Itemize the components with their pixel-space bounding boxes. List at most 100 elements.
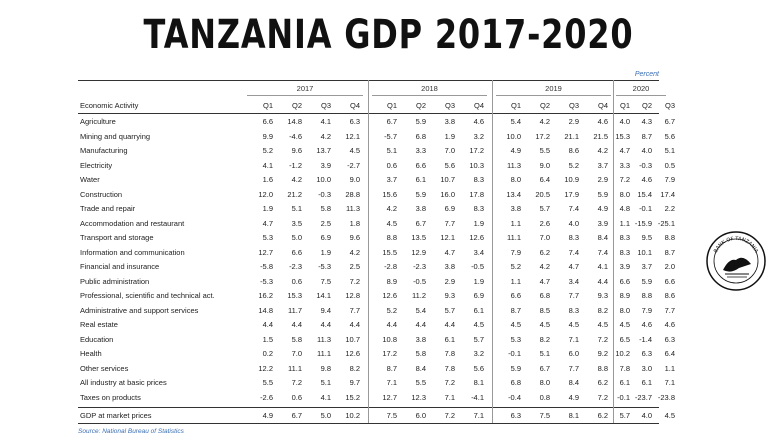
total-cell: 6.3 [510,411,521,420]
table-cell: -5.8 [260,262,273,271]
year-underline [247,95,363,96]
table-cell: 4.4 [320,320,331,329]
table-cell: -15.9 [634,218,652,228]
row-label: Administrative and support services [80,305,199,315]
row-label: Accommodation and restaurant [80,218,185,228]
table-cell: 7.2 [349,276,360,286]
table-cell: 4.1 [262,160,273,170]
table-cell: 7.7 [444,218,455,228]
row-label: Other services [80,363,129,373]
table-cell: 4.2 [291,175,302,184]
table-cell: 3.8 [444,262,455,271]
table-cell: 4.1 [320,117,331,126]
total-cell: 7.5 [386,411,397,420]
table-cell: 0.6 [291,276,302,286]
year-underline [372,95,487,96]
table-cell: -0.1 [639,204,652,213]
table-cell: 5.6 [664,131,675,141]
table-cell: 1.1 [664,363,675,373]
table-cell: 6.3 [349,117,360,126]
row-label: Professional, scientific and technical a… [80,291,215,300]
table-cell: -1.4 [639,334,652,344]
table-cell: 11.1 [287,363,302,373]
table-cell: 2.2 [664,204,675,213]
row-label: Financial and insurance [80,262,160,271]
quarter-header: Q1 [386,101,397,110]
table-cell: 3.9 [619,262,630,271]
table-cell: -1.2 [289,160,302,170]
table-cell: 7.0 [291,349,302,358]
table-cell: 5.6 [473,363,484,373]
table-cell: 2.5 [349,262,360,271]
table-cell: 8.4 [597,233,608,242]
table-cell: 8.0 [619,189,630,199]
table-cell: 4.5 [349,146,360,155]
table-cell: 8.3 [473,175,484,184]
table-cell: 5.2 [262,146,273,155]
table-cell: 28.8 [345,189,360,199]
table-cell: 9.9 [262,131,273,141]
total-cell: 6.7 [291,411,302,420]
table-cell: 6.6 [664,276,675,286]
table-cell: 0.6 [386,160,397,170]
table-cell: 7.8 [619,363,630,373]
table-cell: 6.8 [415,131,426,141]
table-cell: 6.6 [415,160,426,170]
row-header: Economic Activity [80,101,139,110]
quarter-header: Q1 [262,101,273,110]
table-cell: 21.1 [564,131,579,141]
table-cell: 0.8 [539,392,550,402]
table-cell: 3.8 [444,117,455,126]
table-cell: -0.5 [471,262,484,271]
table-cell: 7.1 [664,378,675,387]
table-cell: 7.2 [597,334,608,344]
table-cell: 8.4 [415,363,426,373]
table-cell: 5.1 [539,349,550,358]
table-cell: 4.5 [473,320,484,329]
table-cell: 4.4 [415,320,426,329]
table-cell: 3.3 [619,160,630,170]
table-cell: 12.6 [382,291,397,300]
table-cell: 4.0 [568,218,579,228]
table-cell: 12.8 [345,291,360,300]
table-cell: 6.2 [539,247,550,257]
table-cell: 8.8 [386,233,397,242]
table-cell: 4.6 [473,117,484,126]
table-cell: 6.6 [291,247,302,257]
table-cell: 7.2 [291,378,302,387]
table-cell: 7.9 [664,175,675,184]
table-cell: 0.6 [291,392,302,402]
table-cell: 11.1 [506,233,521,242]
table-cell: 9.7 [349,378,360,387]
table-cell: 7.9 [510,247,521,257]
table-cell: 1.8 [349,218,360,228]
table-cell: 8.5 [539,305,550,315]
table-cell: 6.1 [473,305,484,315]
table-cell: 11.3 [316,334,331,344]
table-cell: 2.9 [597,175,608,184]
quarter-header: Q4 [349,101,360,110]
row-label: Water [80,175,100,184]
table-cell: 4.9 [597,204,608,213]
row-label: Mining and quarrying [80,131,151,141]
total-cell: 10.2 [345,411,360,420]
quarter-header: Q4 [473,101,484,110]
table-cell: -5.7 [384,131,397,141]
table-cell: 4.4 [386,320,397,329]
table-cell: 8.7 [386,363,397,373]
table-cell: 14.8 [287,117,302,126]
table-cell: 20.5 [535,189,550,199]
table-cell: 4.7 [619,146,630,155]
table-cell: 15.3 [287,291,302,300]
table-cell: 6.1 [415,175,426,184]
total-cell: 4.9 [262,411,273,420]
table-cell: 5.9 [510,363,521,373]
table-cell: 3.8 [510,204,521,213]
table-cell: 13.7 [316,146,331,155]
source-note: Source: National Bureau of Statistics [78,428,184,435]
table-cell: 8.3 [568,233,579,242]
table-cell: 8.6 [664,291,675,300]
table-cell: 10.7 [345,334,360,344]
table-cell: 4.2 [320,131,331,141]
table-cell: 5.5 [415,378,426,387]
